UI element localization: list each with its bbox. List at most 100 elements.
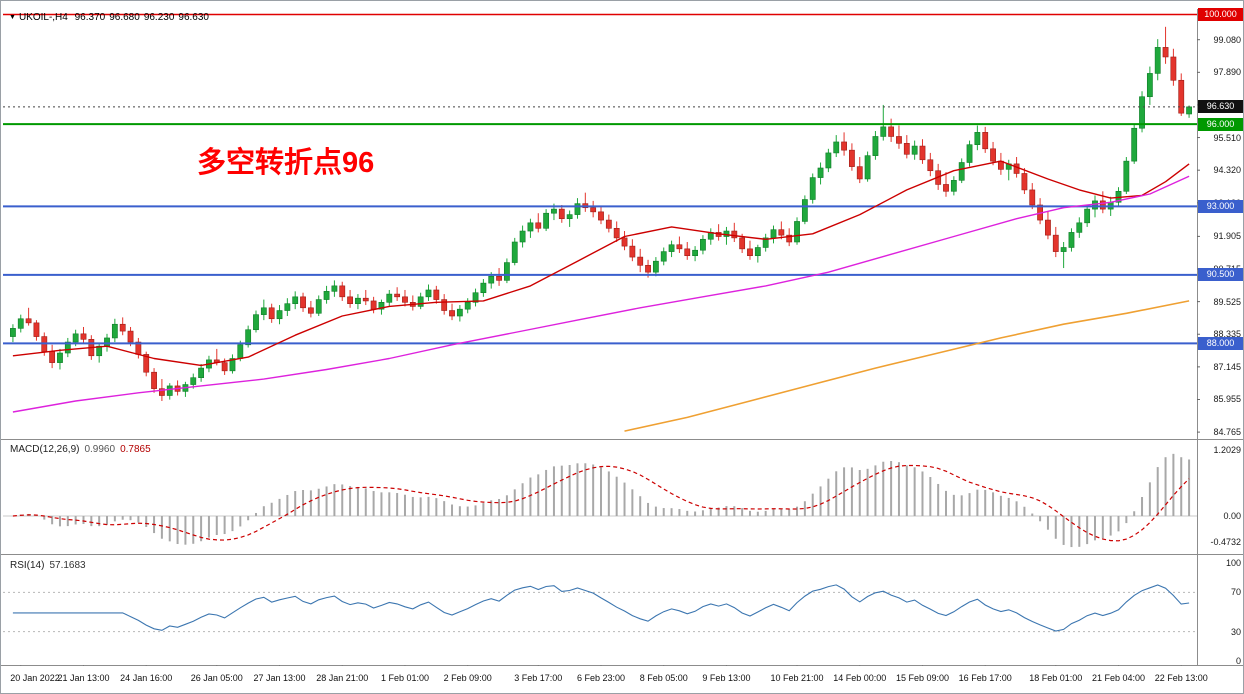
candle[interactable]: [778, 229, 785, 236]
candle[interactable]: [433, 289, 440, 300]
candle[interactable]: [786, 234, 793, 243]
candle[interactable]: [739, 237, 746, 250]
ma-slow-line[interactable]: [624, 300, 1190, 432]
candle[interactable]: [574, 203, 581, 215]
candle[interactable]: [449, 310, 455, 317]
candle[interactable]: [817, 167, 824, 178]
annotation-text[interactable]: 多空转折点96: [197, 147, 375, 179]
candle[interactable]: [551, 208, 557, 214]
candle[interactable]: [652, 260, 659, 273]
candle[interactable]: [527, 222, 534, 232]
candle[interactable]: [519, 230, 526, 243]
candle[interactable]: [260, 307, 267, 315]
candle[interactable]: [198, 367, 205, 378]
candle[interactable]: [253, 314, 259, 331]
candle[interactable]: [331, 285, 338, 292]
candle[interactable]: [888, 126, 895, 137]
candle[interactable]: [386, 293, 393, 303]
candle[interactable]: [1084, 208, 1091, 224]
candle[interactable]: [958, 162, 965, 181]
candle[interactable]: [49, 351, 56, 363]
candle[interactable]: [480, 282, 487, 294]
candle[interactable]: [1052, 234, 1059, 252]
candle[interactable]: [605, 219, 612, 229]
candle[interactable]: [911, 145, 918, 155]
candle[interactable]: [159, 388, 165, 396]
candle[interactable]: [10, 328, 16, 337]
candle[interactable]: [613, 227, 620, 239]
candle[interactable]: [621, 237, 628, 247]
candle[interactable]: [488, 275, 495, 284]
candle[interactable]: [872, 136, 879, 156]
candle[interactable]: [637, 256, 644, 266]
candle[interactable]: [25, 318, 32, 324]
candle[interactable]: [362, 297, 369, 302]
candle[interactable]: [276, 310, 283, 320]
candle[interactable]: [245, 329, 252, 346]
candle[interactable]: [747, 248, 753, 257]
candle[interactable]: [762, 237, 769, 248]
candle[interactable]: [237, 344, 244, 359]
hlines-group[interactable]: [3, 13, 1197, 345]
candle[interactable]: [104, 337, 110, 347]
candle[interactable]: [300, 296, 306, 309]
candle[interactable]: [825, 152, 832, 169]
candle[interactable]: [668, 244, 675, 252]
candle[interactable]: [1162, 47, 1169, 58]
candle[interactable]: [566, 214, 573, 220]
candle[interactable]: [660, 251, 667, 262]
candle[interactable]: [1139, 96, 1145, 129]
candle[interactable]: [111, 323, 118, 339]
dropdown-triangle-icon[interactable]: ▼: [9, 14, 16, 21]
candle[interactable]: [307, 307, 314, 314]
candle[interactable]: [394, 293, 401, 298]
candle[interactable]: [982, 132, 989, 150]
candle[interactable]: [943, 184, 949, 192]
candle[interactable]: [990, 148, 996, 162]
candle[interactable]: [841, 141, 847, 151]
candle[interactable]: [880, 126, 887, 137]
candles-group[interactable]: [10, 26, 1192, 401]
candle[interactable]: [1186, 106, 1192, 115]
candle[interactable]: [676, 244, 683, 250]
candle[interactable]: [417, 296, 424, 307]
candle[interactable]: [511, 241, 518, 263]
candle[interactable]: [347, 296, 353, 304]
candle[interactable]: [1154, 47, 1161, 74]
candle[interactable]: [1013, 163, 1020, 174]
candle[interactable]: [598, 211, 604, 221]
candle[interactable]: [151, 371, 157, 389]
candle[interactable]: [684, 248, 691, 257]
candle[interactable]: [315, 299, 322, 314]
candle[interactable]: [1178, 79, 1185, 114]
candle[interactable]: [543, 212, 550, 229]
candle[interactable]: [1123, 160, 1130, 192]
candle[interactable]: [833, 141, 840, 154]
candle[interactable]: [645, 265, 651, 273]
candle[interactable]: [794, 221, 800, 243]
candle[interactable]: [801, 199, 808, 222]
candle[interactable]: [974, 132, 981, 145]
candle[interactable]: [190, 377, 197, 385]
candle[interactable]: [80, 333, 87, 340]
candle[interactable]: [864, 155, 871, 180]
candle[interactable]: [903, 143, 910, 155]
candle[interactable]: [535, 222, 542, 229]
candle[interactable]: [33, 322, 40, 337]
candle[interactable]: [57, 352, 63, 363]
candle[interactable]: [809, 177, 816, 200]
candle[interactable]: [1029, 189, 1036, 206]
candle[interactable]: [229, 358, 236, 372]
candle[interactable]: [504, 262, 510, 281]
candle[interactable]: [143, 354, 150, 373]
candle[interactable]: [127, 330, 134, 343]
candle[interactable]: [72, 333, 79, 343]
candle[interactable]: [731, 230, 738, 239]
candle[interactable]: [856, 166, 863, 180]
candle[interactable]: [402, 296, 408, 303]
candle[interactable]: [378, 302, 385, 310]
candle[interactable]: [284, 303, 291, 311]
candle[interactable]: [849, 149, 855, 167]
candle[interactable]: [1076, 222, 1083, 233]
candle[interactable]: [456, 308, 463, 317]
